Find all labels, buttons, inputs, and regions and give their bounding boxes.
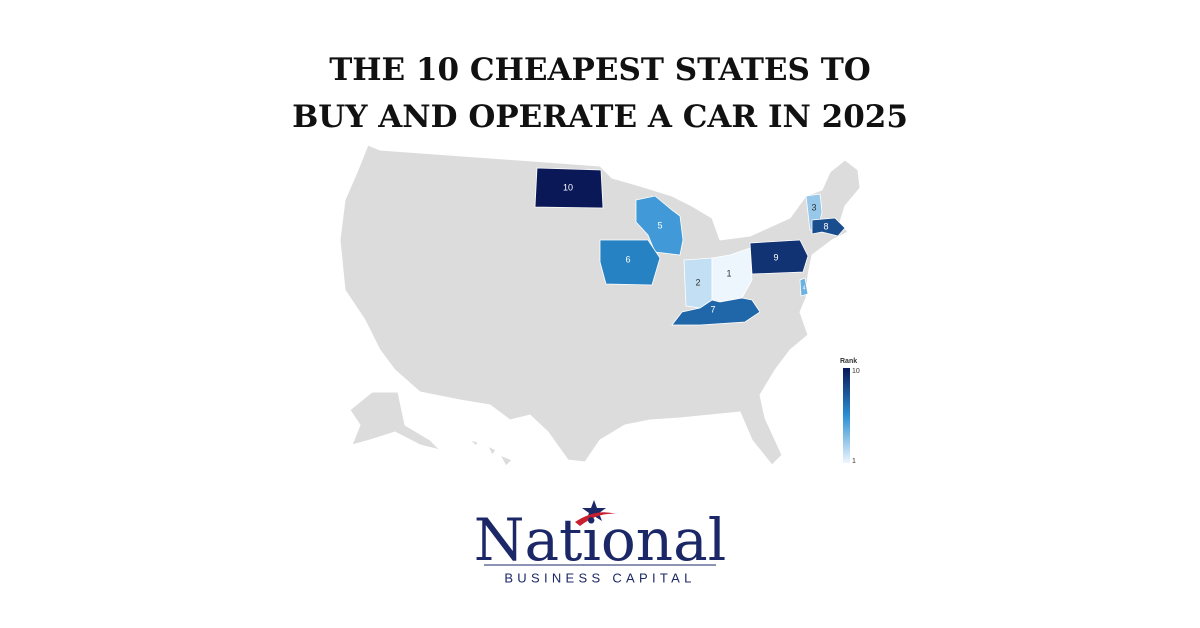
legend-min: 1	[852, 458, 856, 465]
rank-label: 3	[811, 202, 816, 212]
us-outline	[339, 144, 861, 466]
legend: Rank 10 1	[840, 358, 860, 465]
state	[811, 217, 846, 237]
state	[749, 239, 809, 275]
logo-name: National	[474, 506, 727, 574]
rank-label: 6	[625, 254, 630, 264]
state	[534, 167, 604, 209]
rank-label: 10	[563, 182, 573, 192]
rank-label: 5	[657, 220, 662, 230]
legend-max: 10	[852, 368, 860, 375]
legend-title: Rank	[840, 358, 857, 365]
us-map	[339, 144, 861, 467]
logo: National BUSINESS CAPITAL	[474, 500, 727, 585]
rank-label: 1	[726, 268, 731, 278]
legend-bar	[843, 368, 850, 463]
title-line: BUY AND OPERATE A CAR IN 2025	[292, 99, 908, 135]
logo-swoosh	[575, 512, 616, 526]
title-line: THE 10 CHEAPEST STATES TO	[329, 52, 871, 88]
alaska	[349, 391, 442, 451]
rank-label: 8	[823, 221, 828, 231]
rank-label: 4	[803, 285, 806, 291]
logo-tagline: BUSINESS CAPITAL	[504, 570, 695, 585]
rank-label: 9	[773, 252, 778, 262]
ranked-states	[534, 167, 846, 326]
rank-label: 7	[710, 304, 715, 314]
state	[671, 297, 761, 326]
state	[799, 277, 809, 297]
rank-labels: 10 5 3 8 6 2 1 9 7 4	[563, 182, 829, 314]
state	[635, 195, 684, 256]
hawaii	[468, 439, 513, 467]
rank-label: 2	[695, 277, 700, 287]
state	[599, 239, 661, 286]
